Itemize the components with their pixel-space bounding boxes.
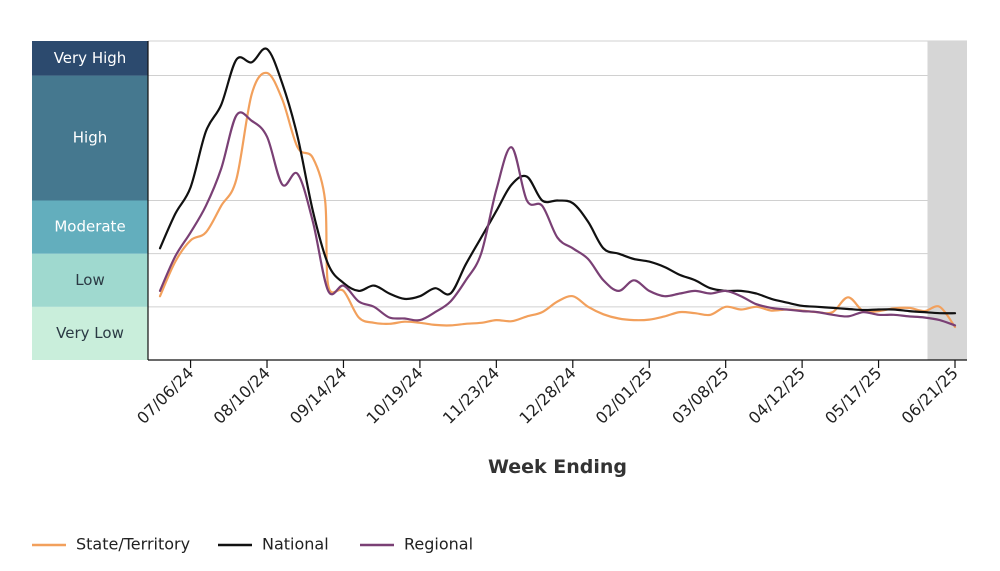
level-band-very-low xyxy=(32,306,148,360)
x-tick-label: 07/06/24 xyxy=(133,363,197,427)
level-label-very-high: Very High xyxy=(54,49,127,67)
x-axis-ticks: 07/06/24 08/10/24 09/14/24 10/19/24 11/23/24… xyxy=(133,360,962,428)
x-tick-label: 06/21/25 xyxy=(898,363,962,427)
legend-label-state-territory: State/Territory xyxy=(76,535,190,554)
level-label-high: High xyxy=(73,129,107,147)
x-tick-label: 04/12/25 xyxy=(745,363,809,427)
x-tick-label: 12/28/24 xyxy=(515,363,579,427)
level-label-very-low: Very Low xyxy=(56,324,124,342)
gridlines xyxy=(148,40,967,308)
level-label-low: Low xyxy=(75,271,105,289)
axes xyxy=(147,41,967,361)
x-tick-label: 03/08/25 xyxy=(668,363,732,427)
x-tick-label: 09/14/24 xyxy=(286,363,350,427)
level-band-very-high xyxy=(32,41,148,76)
level-band-low xyxy=(32,253,148,307)
x-axis-title: Week Ending xyxy=(488,456,627,478)
legend-label-regional: Regional xyxy=(404,535,473,554)
level-band-moderate xyxy=(32,200,148,254)
level-bands: Very Low Low Moderate High Very High xyxy=(32,41,148,360)
level-band-high xyxy=(32,75,148,201)
legend: State/Territory National Regional xyxy=(32,535,473,554)
series-line-national xyxy=(158,47,957,315)
series-line-regional xyxy=(158,111,957,327)
x-tick-label: 08/10/24 xyxy=(210,363,274,427)
x-tick-label: 05/17/25 xyxy=(821,363,885,427)
series-lines xyxy=(158,47,957,329)
x-tick-label: 02/01/25 xyxy=(592,363,656,427)
legend-label-national: National xyxy=(262,535,329,554)
x-tick-label: 10/19/24 xyxy=(362,363,426,427)
level-label-moderate: Moderate xyxy=(54,218,125,236)
x-tick-label: 11/23/24 xyxy=(439,363,503,427)
